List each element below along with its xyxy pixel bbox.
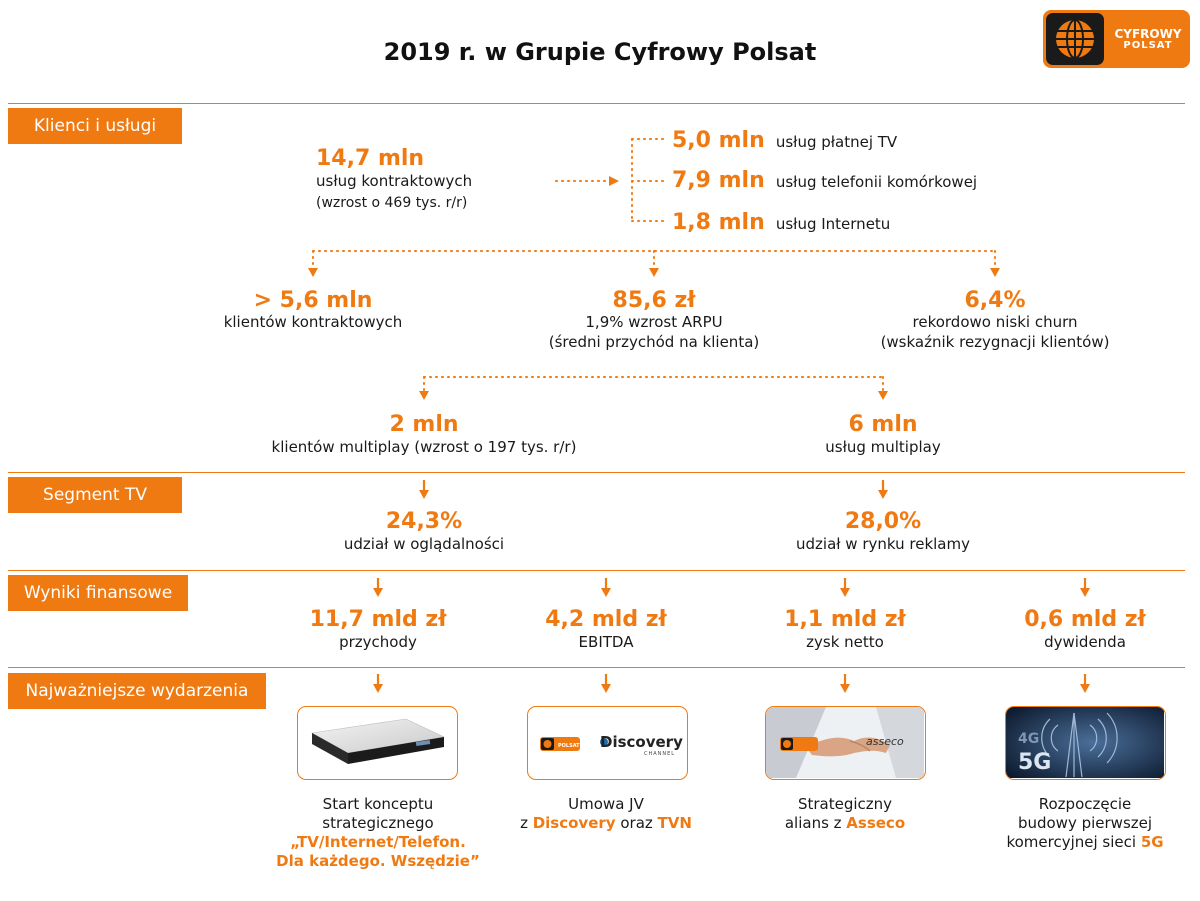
kpi-value: > 5,6 mln <box>253 288 373 313</box>
tv-value: 24,3% <box>385 509 463 534</box>
kpi-line2: (średni przychód na klienta) <box>548 333 760 351</box>
contract-label: usług kontraktowych <box>316 172 473 190</box>
section-label-events: Najważniejsze wydarzenia <box>8 673 266 709</box>
finance-value: 11,7 mld zł <box>309 607 447 632</box>
logo-line2: POLSAT <box>1123 40 1173 51</box>
multiplay-label: klientów multiplay (wzrost o 197 tys. r/… <box>271 438 577 456</box>
finance-value: 0,6 mld zł <box>1024 607 1146 632</box>
event-line: Umowa JV <box>568 795 644 813</box>
event-highlight: 5G <box>1140 833 1164 851</box>
section-divider <box>8 472 1185 473</box>
service-label: usług płatnej TV <box>775 133 898 151</box>
logo-line1: CYFROWY <box>1114 27 1182 41</box>
section-label-finance: Wyniki finansowe <box>8 575 188 611</box>
section-divider <box>8 667 1185 668</box>
set-top-box-image <box>311 718 445 764</box>
finance-label: EBITDA <box>578 633 634 651</box>
kpi-item: > 5,6 mln klientów kontraktowych <box>193 288 433 331</box>
finance-value: 4,2 mld zł <box>545 607 667 632</box>
antenna-5g-image: 4G 5G <box>1006 707 1164 778</box>
tv-label: udział w oglądalności <box>343 535 505 553</box>
section-divider <box>8 103 1185 104</box>
contract-value: 14,7 mln <box>316 146 425 171</box>
contract-note: (wzrost o 469 tys. r/r) <box>316 195 468 211</box>
tv-item: 24,3% udział w oglądalności <box>274 509 574 553</box>
service-label: usług telefonii komórkowej <box>775 173 978 191</box>
discovery-logo-text: Discovery <box>600 733 683 751</box>
event-highlight: Discovery <box>532 814 616 832</box>
kpi-line1: 1,9% wzrost ARPU <box>585 313 723 331</box>
kpi-value: 85,6 zł <box>612 288 696 313</box>
service-value: 1,8 mln <box>672 210 765 235</box>
service-row: 5,0 mln usług płatnej TV <box>672 128 897 153</box>
kpi-line1: klientów kontraktowych <box>223 313 403 331</box>
tv-item: 28,0% udział w rynku reklamy <box>733 509 1033 553</box>
event-text-concept: Start konceptu strategicznego „TV/Intern… <box>258 795 498 871</box>
event-line: strategicznego <box>322 814 434 832</box>
event-line: z <box>520 814 533 832</box>
globe-icon <box>1056 19 1094 59</box>
finance-label: dywidenda <box>1044 633 1126 651</box>
finance-value: 1,1 mld zł <box>784 607 906 632</box>
event-line: Rozpoczęcie <box>1038 795 1132 813</box>
4g-label: 4G <box>1018 731 1039 747</box>
event-card-5g: 4G 5G <box>1005 706 1166 780</box>
finance-item: 0,6 mld zł dywidenda <box>985 607 1185 651</box>
event-card-discovery: POLSAT Discovery CHANNEL <box>527 706 688 780</box>
finance-item: 11,7 mld zł przychody <box>278 607 478 651</box>
kpi-item: 85,6 zł 1,9% wzrost ARPU (średni przychó… <box>514 288 794 351</box>
event-highlight: Dla każdego. Wszędzie” <box>276 852 480 870</box>
tv-label: udział w rynku reklamy <box>796 535 970 553</box>
kpi-value: 6,4% <box>964 288 1026 313</box>
event-card-settopbox <box>297 706 458 780</box>
handshake-image: asseco <box>766 707 924 778</box>
multiplay-item: 6 mln usług multiplay <box>733 412 1033 456</box>
multiplay-label: usług multiplay <box>825 438 941 456</box>
contract-block: 14,7 mln usług kontraktowych (wzrost o 4… <box>316 146 472 211</box>
section-label-clients: Klienci i usługi <box>8 108 182 144</box>
kpi-item: 6,4% rekordowo niski churn (wskaźnik rez… <box>853 288 1137 351</box>
cyfrowy-polsat-logo: CYFROWY POLSAT <box>1043 10 1190 68</box>
polsat-discovery-logos: POLSAT Discovery CHANNEL <box>540 733 683 757</box>
service-value: 7,9 mln <box>672 168 765 193</box>
event-line: alians z <box>784 814 847 832</box>
finance-label: przychody <box>339 633 417 651</box>
page-title: 2019 r. w Grupie Cyfrowy Polsat <box>383 38 817 66</box>
event-line: budowy pierwszej <box>1017 814 1153 832</box>
event-highlight: Asseco <box>846 814 906 832</box>
finance-item: 4,2 mld zł EBITDA <box>506 607 706 651</box>
kpi-line2: (wskaźnik rezygnacji klientów) <box>880 333 1110 351</box>
event-line: Start konceptu <box>322 795 434 813</box>
event-text-5g: Rozpoczęcie budowy pierwszej komercyjnej… <box>965 795 1200 852</box>
section-divider <box>8 570 1185 571</box>
polsat-mini-label: POLSAT <box>558 743 580 749</box>
section-label-tv: Segment TV <box>8 477 182 513</box>
service-row: 1,8 mln usług Internetu <box>672 210 890 235</box>
event-line: komercyjnej sieci <box>1006 833 1141 851</box>
service-label: usług Internetu <box>775 215 891 233</box>
service-row: 7,9 mln usług telefonii komórkowej <box>672 168 977 193</box>
multiplay-item: 2 mln klientów multiplay (wzrost o 197 t… <box>224 412 624 456</box>
event-text-asseco: Strategiczny alians z Asseco <box>725 795 965 833</box>
multiplay-value: 6 mln <box>848 412 918 437</box>
event-card-asseco: asseco <box>765 706 926 780</box>
event-highlight: „TV/Internet/Telefon. <box>290 833 466 851</box>
event-text-discovery: Umowa JV z Discovery oraz TVN <box>486 795 726 833</box>
asseco-logo-text: asseco <box>866 735 904 748</box>
event-line: oraz <box>615 814 658 832</box>
5g-label: 5G <box>1018 750 1051 775</box>
kpi-line1: rekordowo niski churn <box>912 313 1078 331</box>
event-line: Strategiczny <box>797 795 893 813</box>
finance-label: zysk netto <box>806 633 884 651</box>
discovery-sub-text: CHANNEL <box>644 751 675 757</box>
multiplay-value: 2 mln <box>389 412 459 437</box>
finance-item: 1,1 mld zł zysk netto <box>745 607 945 651</box>
service-value: 5,0 mln <box>672 128 765 153</box>
event-highlight: TVN <box>657 814 692 832</box>
tv-value: 28,0% <box>844 509 922 534</box>
